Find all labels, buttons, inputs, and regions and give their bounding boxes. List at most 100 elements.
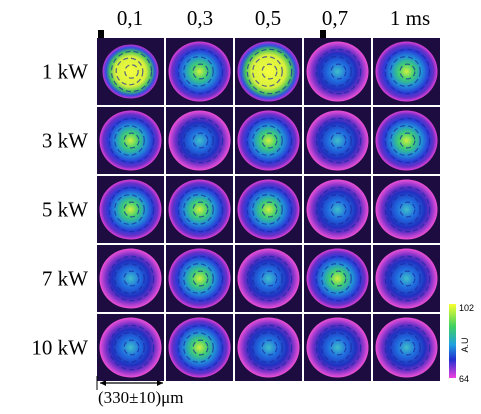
- row-label: 1 kW: [42, 60, 88, 84]
- row-label: 7 kW: [42, 267, 88, 291]
- ring: [252, 125, 283, 156]
- scale-label: (330±10)μm: [98, 388, 184, 407]
- ring: [108, 117, 155, 164]
- ring: [390, 332, 421, 363]
- ring: [261, 201, 278, 218]
- spot: [168, 179, 231, 240]
- ring: [399, 339, 416, 356]
- ring: [252, 332, 283, 363]
- ring: [384, 324, 431, 371]
- colorbar-label: A.U: [460, 337, 470, 352]
- row-label: 3 kW: [42, 129, 88, 153]
- ring: [246, 186, 293, 233]
- spot: [102, 44, 159, 99]
- ring: [252, 194, 283, 225]
- ring: [390, 56, 421, 87]
- column-label: 1 ms: [390, 6, 430, 30]
- ring: [192, 63, 209, 80]
- ring: [399, 270, 416, 287]
- ring: [183, 125, 214, 156]
- spot: [168, 41, 231, 102]
- ring: [252, 263, 283, 294]
- ring: [123, 270, 140, 287]
- spot: [306, 248, 369, 309]
- ring: [390, 263, 421, 294]
- ring: [330, 63, 347, 80]
- ring: [123, 339, 140, 356]
- spot: [168, 317, 231, 378]
- colorbar: [449, 304, 456, 378]
- ring: [315, 186, 362, 233]
- ring: [124, 64, 139, 79]
- column-label: 0,1: [117, 6, 143, 30]
- ring: [183, 194, 214, 225]
- spot: [99, 248, 162, 309]
- ring: [399, 63, 416, 80]
- ring: [321, 56, 352, 87]
- ring: [321, 263, 352, 294]
- ring: [110, 50, 153, 93]
- labels: 0,1 0,3 0,5 0,7 1 ms 1 kW 3 kW 5 kW 7 kW 10 kW: [31, 6, 430, 360]
- ring: [246, 255, 293, 302]
- ring: [399, 132, 416, 149]
- spot: [237, 41, 300, 102]
- ring: [123, 132, 140, 149]
- ring: [315, 48, 362, 95]
- ring: [261, 63, 278, 80]
- spot: [375, 248, 438, 309]
- ring: [384, 186, 431, 233]
- ring: [261, 270, 278, 287]
- spot: [237, 179, 300, 240]
- spot: [306, 110, 369, 171]
- spot: [375, 317, 438, 378]
- ring: [123, 201, 140, 218]
- image-grid: [97, 38, 440, 381]
- ring: [252, 56, 283, 87]
- ring: [330, 132, 347, 149]
- ring: [114, 194, 145, 225]
- column-label: 0,5: [255, 6, 281, 30]
- ring: [108, 324, 155, 371]
- spot: [99, 110, 162, 171]
- ring: [321, 194, 352, 225]
- ring: [114, 263, 145, 294]
- row-label: 5 kW: [42, 198, 88, 222]
- ring: [183, 332, 214, 363]
- ring: [115, 57, 144, 86]
- ring: [321, 332, 352, 363]
- ring: [315, 117, 362, 164]
- spot: [237, 110, 300, 171]
- ring: [177, 186, 224, 233]
- ring: [321, 125, 352, 156]
- ring: [315, 324, 362, 371]
- ring: [384, 117, 431, 164]
- ring: [108, 255, 155, 302]
- ring: [384, 48, 431, 95]
- ring: [399, 201, 416, 218]
- colorbar-min: 64: [459, 374, 469, 384]
- ring: [114, 125, 145, 156]
- spot: [237, 317, 300, 378]
- ring: [261, 132, 278, 149]
- ring: [330, 339, 347, 356]
- ring: [390, 125, 421, 156]
- ring: [183, 56, 214, 87]
- spot: [237, 248, 300, 309]
- ring: [177, 255, 224, 302]
- spot: [375, 179, 438, 240]
- ring: [246, 117, 293, 164]
- ring: [390, 194, 421, 225]
- ring: [183, 263, 214, 294]
- spot: [306, 317, 369, 378]
- spot: [99, 179, 162, 240]
- spot: [168, 110, 231, 171]
- row-label: 10 kW: [31, 336, 88, 360]
- ring: [114, 332, 145, 363]
- ring: [261, 339, 278, 356]
- ring: [330, 270, 347, 287]
- ring: [315, 255, 362, 302]
- spot: [99, 317, 162, 378]
- colorbar-max: 102: [459, 303, 474, 313]
- column-label: 0,3: [187, 6, 213, 30]
